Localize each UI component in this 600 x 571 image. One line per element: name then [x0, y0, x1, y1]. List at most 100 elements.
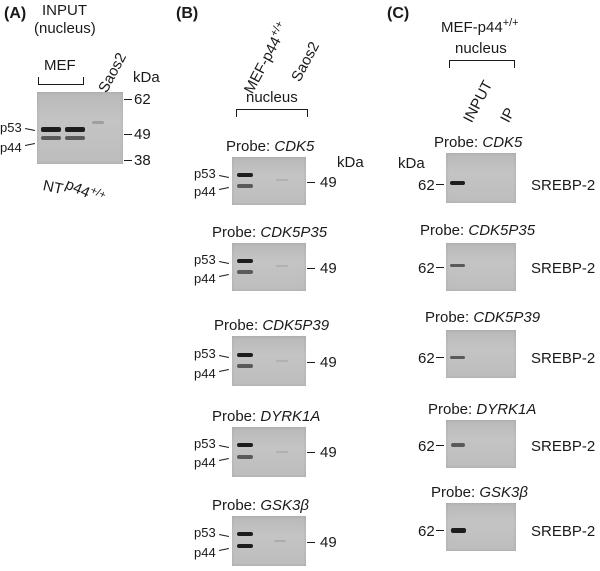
- panel-c-target-3: SREBP-2: [531, 350, 596, 367]
- panel-c-marker-5: 62: [418, 523, 435, 540]
- panel-b-label-p53-4: p53: [194, 436, 216, 451]
- panel-c-col-input: INPUT: [460, 77, 497, 126]
- probe-name: GSK3β: [260, 497, 309, 514]
- probe-name: CDK5P35: [260, 224, 328, 241]
- panel-c-target-5: SREBP-2: [531, 523, 596, 540]
- panel-c-tick-5: [436, 530, 444, 532]
- panel-b-mark-p53-2: [218, 260, 230, 265]
- panel-b-probe-title-5: Probe: GSK3β: [212, 498, 309, 513]
- probe-name: CDK5: [274, 138, 315, 155]
- panel-c-tick-4: [436, 445, 444, 447]
- panel-a-mef-bracket: [38, 77, 84, 85]
- panel-b-marker-5: 49: [320, 534, 337, 551]
- panel-a-tick-62: [124, 99, 132, 101]
- panel-c-header: MEF-p44+/+: [441, 18, 519, 36]
- band-p44: [237, 544, 253, 548]
- band-p53-lane2: [65, 127, 85, 132]
- panel-b-tick-1: [307, 182, 315, 184]
- panel-b-label-p44-4: p44: [194, 455, 216, 470]
- band-input: [450, 181, 465, 185]
- panel-a-mark-p53: [24, 127, 36, 132]
- panel-a-tick-49: [124, 134, 132, 136]
- panel-c-marker-1: 62: [418, 177, 435, 194]
- band-p44: [237, 270, 253, 274]
- probe-prefix: Probe:: [428, 401, 473, 418]
- panel-c-probe-title-2: Probe: CDK5P35: [420, 223, 535, 238]
- panel-b-mark-p53-3: [218, 354, 230, 359]
- panel-c-blot-3: [446, 330, 516, 378]
- band-p53: [237, 259, 253, 263]
- panel-b-marker-2: 49: [320, 260, 337, 277]
- probe-name: DYRK1A: [260, 408, 321, 425]
- panel-c-col-ip: IP: [497, 105, 519, 126]
- probe-prefix: Probe:: [226, 138, 271, 155]
- panel-a-lane-saos2: Saos2: [95, 49, 131, 96]
- panel-c-tick-3: [436, 357, 444, 359]
- panel-b-blot-5: [232, 516, 306, 566]
- panel-a-tick-38: [124, 160, 132, 162]
- panel-b-blot-1: [232, 157, 306, 205]
- panel-c-bracket: [449, 60, 515, 68]
- panel-a-title: INPUT: [42, 2, 87, 19]
- panel-b-label-p53-3: p53: [194, 346, 216, 361]
- band-saos2: [276, 265, 288, 267]
- panel-c-label: (C): [387, 5, 410, 22]
- panel-a-group-mef: MEF: [44, 57, 76, 74]
- band-p44-lane2: [65, 136, 85, 140]
- probe-name: CDK5: [482, 134, 523, 151]
- panel-b-col-mef: MEF-p44+/+: [240, 19, 291, 97]
- panel-b-bracket: [236, 109, 308, 117]
- panel-c-marker-4: 62: [418, 438, 435, 455]
- band-saos2: [276, 179, 288, 181]
- panel-c-probe-title-5: Probe: GSK3β: [431, 485, 528, 500]
- panel-b-probe-title-1: Probe: CDK5: [226, 139, 314, 154]
- panel-b-probe-title-4: Probe: DYRK1A: [212, 409, 320, 424]
- band-saos2: [274, 540, 286, 542]
- panel-a-lane-nt: NT: [41, 177, 65, 198]
- probe-prefix: Probe:: [214, 317, 259, 334]
- band-saos2: [276, 360, 288, 362]
- panel-c-blot-5: [446, 503, 516, 551]
- band-p53: [237, 353, 253, 357]
- panel-c-tick-1: [436, 184, 444, 186]
- panel-c-probe-title-1: Probe: CDK5: [434, 135, 522, 150]
- panel-a-marker-49: 49: [134, 126, 151, 143]
- panel-b-col-saos2: Saos2: [288, 38, 324, 85]
- band-p53: [237, 173, 253, 177]
- band-p44: [237, 364, 253, 368]
- panel-b-unit: kDa: [337, 154, 364, 171]
- panel-b-blot-2: [232, 243, 306, 291]
- panel-b-mark-p44-4: [218, 457, 230, 462]
- panel-c-marker-2: 62: [418, 260, 435, 277]
- band-p53: [237, 443, 253, 447]
- panel-c-blot-2: [446, 243, 516, 291]
- panel-b-label-p44-3: p44: [194, 366, 216, 381]
- probe-name: CDK5P39: [262, 317, 330, 334]
- probe-prefix: Probe:: [212, 497, 257, 514]
- panel-b-mark-p44-3: [218, 368, 230, 373]
- probe-prefix: Probe:: [420, 222, 465, 239]
- panel-c-blot-4: [446, 420, 516, 468]
- probe-prefix: Probe:: [212, 408, 257, 425]
- probe-name: DYRK1A: [476, 401, 537, 418]
- panel-b-label-p44-5: p44: [194, 545, 216, 560]
- panel-a-label-p53: p53: [0, 120, 22, 135]
- band-input: [451, 528, 466, 533]
- band-saos2: [276, 451, 288, 453]
- panel-b-tick-2: [307, 268, 315, 270]
- band-input: [450, 264, 465, 267]
- panel-b-blot-4: [232, 427, 306, 477]
- panel-b-mark-p53-1: [218, 174, 230, 179]
- panel-b-label-p44-1: p44: [194, 184, 216, 199]
- band-p44: [237, 455, 253, 459]
- panel-c-target-4: SREBP-2: [531, 438, 596, 455]
- panel-b-mark-p53-4: [218, 444, 230, 449]
- panel-b-mark-p44-1: [218, 186, 230, 191]
- panel-b-mark-p53-5: [218, 533, 230, 538]
- panel-a-label-p44: p44: [0, 140, 22, 155]
- panel-b-mark-p44-5: [218, 547, 230, 552]
- panel-c-marker-3: 62: [418, 350, 435, 367]
- panel-b-col-mef-text: MEF-p44: [240, 34, 285, 97]
- panel-c-probe-title-4: Probe: DYRK1A: [428, 402, 536, 417]
- panel-a-mark-p44: [24, 142, 36, 147]
